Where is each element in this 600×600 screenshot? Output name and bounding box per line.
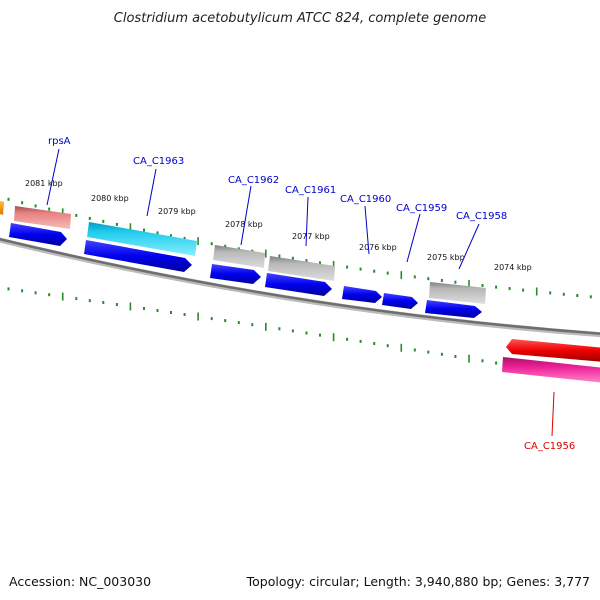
tick-label: 2074 kbp bbox=[494, 263, 532, 272]
cds-arrow[interactable] bbox=[265, 273, 332, 296]
cds-arrow[interactable] bbox=[342, 286, 382, 303]
map-title: Clostridium acetobutylicum ATCC 824, com… bbox=[114, 11, 486, 26]
cds-arrow[interactable] bbox=[84, 240, 192, 272]
tick-label: 2076 kbp bbox=[359, 243, 397, 252]
connector-rpsA bbox=[46, 148, 60, 206]
feature-track-inner bbox=[9, 223, 482, 318]
gene-label-CA_C1959[interactable]: CA_C1959 bbox=[396, 203, 447, 214]
connector-CA_C1958 bbox=[458, 223, 480, 270]
gene-label-CA_C1958[interactable]: CA_C1958 bbox=[456, 211, 507, 222]
scale-labels: 2081 kbp 2080 kbp 2079 kbp 2078 kbp 2077… bbox=[25, 179, 532, 272]
gene-label-rpsA[interactable]: rpsA bbox=[48, 136, 71, 147]
tick-label: 2079 kbp bbox=[158, 207, 196, 216]
gene-label-CA_C1956[interactable]: CA_C1956 bbox=[524, 441, 575, 452]
feature-CA_C1958[interactable] bbox=[429, 282, 486, 304]
connector-CA_C1963 bbox=[146, 168, 157, 217]
gene-labels: rpsA CA_C1963 CA_C1962 CA_C1961 CA_C1960… bbox=[48, 136, 575, 452]
tick-label: 2075 kbp bbox=[427, 253, 465, 262]
feature-red[interactable] bbox=[506, 339, 600, 362]
tick-label: 2078 kbp bbox=[225, 220, 263, 229]
connector-CA_C1961 bbox=[305, 196, 309, 247]
gene-label-CA_C1961[interactable]: CA_C1961 bbox=[285, 185, 336, 196]
feature-track-reverse bbox=[502, 339, 600, 383]
connector-CA_C1956 bbox=[551, 391, 555, 437]
gene-label-CA_C1963[interactable]: CA_C1963 bbox=[133, 156, 184, 167]
genome-backbone-line bbox=[0, 237, 600, 335]
feature-orange[interactable] bbox=[0, 201, 4, 215]
tick-label: 2081 kbp bbox=[25, 179, 63, 188]
gene-label-CA_C1962[interactable]: CA_C1962 bbox=[228, 175, 279, 186]
cds-arrow[interactable] bbox=[210, 264, 261, 284]
tick-label: 2077 kbp bbox=[292, 232, 330, 241]
accession-text: Accession: NC_003030 bbox=[9, 574, 151, 589]
feature-CA_C1962[interactable] bbox=[213, 245, 265, 268]
gene-label-CA_C1960[interactable]: CA_C1960 bbox=[340, 194, 391, 205]
feature-CA_C1956[interactable] bbox=[502, 357, 600, 383]
connector-CA_C1959 bbox=[406, 213, 421, 263]
connector-CA_C1960 bbox=[364, 205, 370, 255]
label-connectors bbox=[46, 148, 555, 437]
tick-label: 2080 kbp bbox=[91, 194, 129, 203]
cds-arrow[interactable] bbox=[9, 223, 67, 246]
feature-CA_C1963[interactable] bbox=[87, 222, 197, 256]
feature-rpsA[interactable] bbox=[14, 206, 71, 229]
cds-arrow[interactable] bbox=[382, 293, 418, 309]
cds-arrow[interactable] bbox=[425, 300, 482, 318]
feature-CA_C1961[interactable] bbox=[268, 256, 335, 281]
feature-track-outer bbox=[0, 201, 486, 304]
genome-summary-text: Topology: circular; Length: 3,940,880 bp… bbox=[246, 574, 590, 589]
connector-CA_C1962 bbox=[240, 185, 252, 246]
